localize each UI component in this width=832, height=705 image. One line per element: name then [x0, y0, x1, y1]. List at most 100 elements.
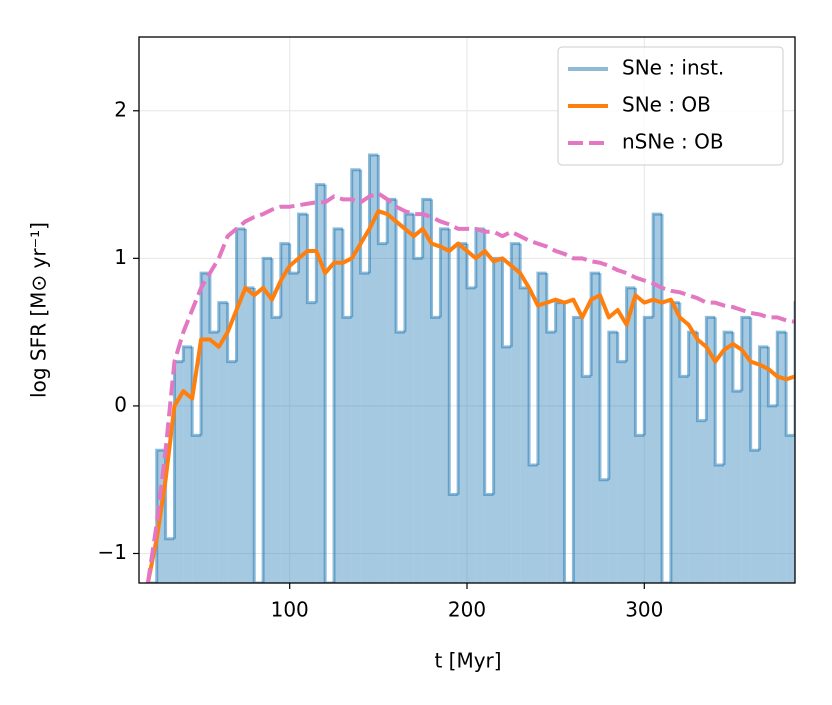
sfr-step [786, 435, 795, 583]
sfr-step [688, 332, 698, 583]
sfr-step [599, 479, 609, 583]
sfr-step-edge [465, 243, 476, 290]
sfr-step [316, 184, 326, 583]
legend-label: nSNe : OB [622, 130, 724, 154]
sfr-step [591, 273, 600, 583]
sfr-step-edge [394, 199, 405, 334]
sfr-step-edge [350, 168, 361, 318]
y-tick-label: 0 [114, 392, 127, 416]
sfr-step [307, 302, 317, 583]
sfr-step [422, 199, 432, 583]
sfr-step-edge [598, 273, 609, 482]
sfr-step [493, 258, 503, 583]
sfr-step-edge [758, 345, 769, 451]
sfr-step [298, 214, 308, 583]
sfr-step-edge [323, 184, 335, 583]
sfr-step [777, 332, 787, 583]
sfr-step [511, 243, 521, 583]
sfr-step [635, 435, 645, 583]
x-tick-label: 300 [625, 598, 663, 622]
sfr-step-edge [403, 212, 414, 333]
x-axis-label: t [Myr] [434, 649, 501, 673]
sfr-step-edge [695, 332, 707, 423]
y-tick-label: 2 [114, 97, 127, 121]
sfr-step-edge [279, 242, 290, 318]
sfr-step [404, 214, 414, 583]
sfr-step-edge [642, 315, 654, 436]
sfr-step-edge [607, 330, 618, 480]
sfr-step-edge [199, 271, 210, 436]
x-tick-label: 100 [271, 598, 309, 622]
sfr-step-edge [438, 227, 450, 318]
sfr-step [342, 317, 352, 583]
sfr-step [520, 287, 530, 583]
sfr-step [644, 317, 654, 583]
sfr-step-edge [571, 315, 583, 583]
sfr-step [617, 361, 627, 583]
sfr-step [502, 346, 512, 583]
y-axis-label: log SFR [M⊙ yr⁻¹] [27, 222, 51, 398]
sfr-step-edge [500, 258, 512, 349]
sfr-step [759, 346, 769, 583]
sfr-step [289, 273, 299, 583]
sfr-step [768, 405, 778, 583]
sfr-step-edge [793, 301, 795, 436]
sfr-step [732, 391, 742, 583]
sfr-step-edge [536, 271, 547, 465]
sfr-step-edge [376, 155, 388, 246]
sfr-step-edge [660, 214, 671, 583]
sfr-step [750, 450, 760, 583]
sfr-step-edge [288, 243, 299, 275]
sfr-step-edge [341, 228, 352, 319]
sfr-step-edge [589, 271, 600, 377]
sfr-step [360, 273, 370, 583]
sfr-step [218, 302, 228, 583]
sfr-step [449, 494, 459, 583]
sfr-step [795, 303, 804, 583]
sfr-step [715, 464, 725, 583]
y-tick-label: −1 [98, 540, 127, 564]
sfr-step-edge [270, 258, 281, 319]
sfr-step-edge [580, 317, 592, 378]
x-tick-label: 200 [448, 598, 486, 622]
sfr-step [706, 317, 716, 583]
sfr-step [440, 228, 450, 583]
sfr-step [741, 317, 751, 583]
sfr-step [679, 376, 689, 583]
sfr-step-edge [563, 302, 574, 583]
sfr-step [653, 214, 663, 583]
sfr-step-edge [633, 287, 645, 437]
sfr-step [626, 287, 636, 583]
sfr-step [555, 302, 565, 583]
sfr-step [263, 258, 272, 583]
sfr-step-edge [775, 330, 787, 406]
sfr-step [484, 494, 494, 583]
sfr-step [334, 228, 343, 583]
sfr-step [396, 332, 405, 583]
sfr-step-edge [625, 286, 636, 362]
sfr-step-edge [412, 214, 423, 260]
sfr-step [378, 243, 388, 583]
legend-label: SNe : inst. [622, 56, 724, 80]
sfr-step [192, 435, 202, 583]
sfr-step-edge [483, 228, 494, 496]
sfr-step-edge [678, 302, 689, 378]
y-tick-label: 1 [114, 245, 127, 269]
sfr-step [271, 317, 281, 583]
sfr-step-edge [305, 214, 317, 305]
sfr-step-edge [367, 153, 379, 274]
plot-frame [138, 36, 796, 584]
sfr-step [369, 155, 379, 583]
sfr-step [413, 258, 423, 583]
sfr-step-edge [740, 315, 751, 392]
sfr-step-edge [181, 345, 193, 362]
sfr-step [582, 376, 592, 583]
sfr-step-edge [421, 197, 432, 259]
sfr-step-edge [616, 332, 627, 364]
sfr-step-edge [784, 332, 795, 437]
sfr-step [227, 361, 237, 583]
sfr-step-edge [332, 227, 343, 583]
sfr-step-edge [226, 302, 237, 364]
sfr-step-edge [713, 317, 725, 467]
